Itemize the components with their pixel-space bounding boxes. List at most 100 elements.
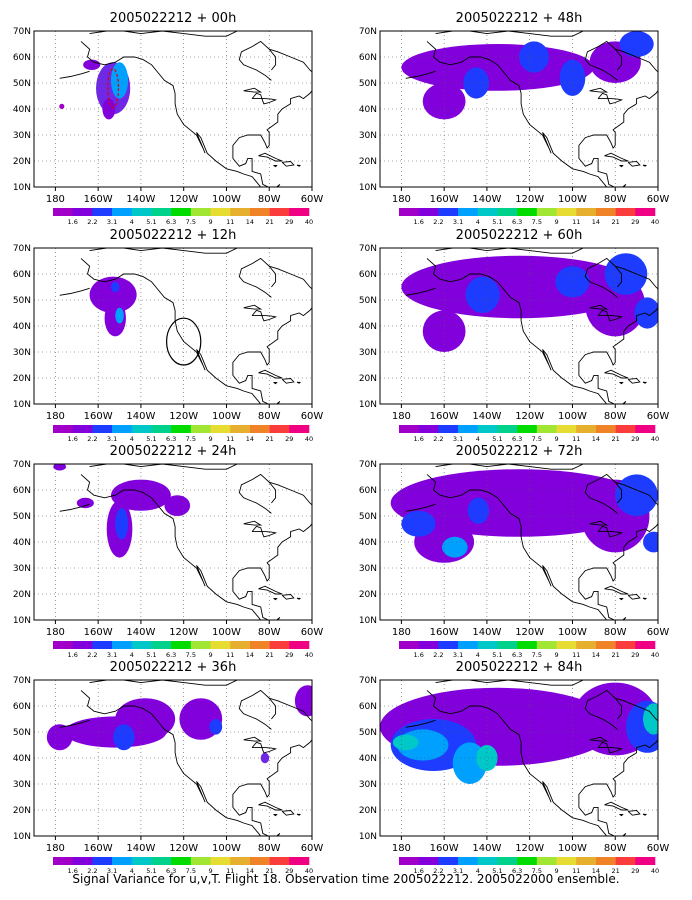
x-tick-label: 120W: [515, 411, 544, 422]
coastline: [238, 473, 277, 514]
x-tick-label: 80W: [604, 843, 627, 854]
colorbar-swatch: [556, 641, 577, 649]
great-lake: [597, 309, 624, 322]
variance-region: [615, 474, 658, 516]
great-lake: [589, 520, 609, 526]
x-tick-label: 60W: [301, 627, 324, 638]
colorbar: 1.6 2.2 3.1 4 5.1 6.3 7.5 9 11 14 21 29 40: [399, 208, 659, 226]
colorbar: 1.6 2.2 3.1 4 5.1 6.3 7.5 9 11 14 21 29 40: [53, 641, 313, 659]
colorbar-label: 5.1: [492, 435, 502, 443]
variance-region: [465, 276, 500, 313]
colorbar-swatch: [249, 857, 270, 865]
coastline: [615, 265, 658, 300]
coastline: [615, 481, 658, 516]
island: [642, 813, 648, 816]
island: [281, 378, 295, 384]
colorbar-swatch: [72, 857, 93, 865]
colorbar-label: 4: [130, 867, 134, 875]
x-tick-label: 140W: [472, 627, 501, 638]
map-frame: [379, 679, 659, 837]
x-tick-label: 120W: [515, 194, 544, 205]
coastline: [89, 248, 238, 254]
colorbar-swatch: [92, 857, 113, 865]
colorbar-swatch: [635, 425, 656, 433]
colorbar-label: 1.6: [414, 867, 424, 875]
x-tick-label: 160W: [84, 843, 113, 854]
y-tick-label: 60N: [359, 270, 377, 280]
colorbar-label: 7.5: [532, 651, 542, 659]
colorbar-swatch: [458, 208, 479, 216]
panel-title: 2005022212 + 00h: [110, 11, 237, 26]
variance-region: [476, 745, 498, 771]
coastline: [405, 719, 436, 728]
colorbar-label: 40: [305, 867, 313, 875]
y-tick-label: 70N: [359, 27, 377, 37]
y-tick-label: 10N: [13, 183, 31, 193]
coastline: [80, 258, 312, 404]
colorbar-label: 14: [592, 651, 600, 659]
colorbar-label: 21: [265, 867, 273, 875]
coastlines: [59, 464, 312, 620]
x-tick-label: 180: [392, 627, 411, 638]
colorbar-swatch: [131, 425, 152, 433]
colorbar-swatch: [72, 425, 93, 433]
colorbar-swatch: [497, 641, 518, 649]
colorbar-label: 40: [305, 435, 313, 443]
colorbar-label: 29: [285, 867, 293, 875]
x-tick-label: 160W: [84, 627, 113, 638]
y-tick-label: 30N: [13, 131, 31, 141]
y-tick-label: 20N: [359, 374, 377, 384]
colorbar-label: 14: [592, 867, 600, 875]
x-tick-label: 120W: [169, 194, 198, 205]
y-tick-label: 40N: [13, 754, 31, 764]
colorbar-swatch: [517, 857, 538, 865]
colorbar-swatch: [190, 208, 211, 216]
y-tick-label: 10N: [13, 616, 31, 626]
colorbar-swatch: [131, 857, 152, 865]
colorbar-label: 40: [651, 435, 659, 443]
island: [281, 161, 295, 167]
island: [604, 369, 629, 379]
coastline: [89, 31, 238, 37]
colorbar-label: 9: [208, 867, 212, 875]
colorbar-swatch: [635, 208, 656, 216]
x-tick-label: 160W: [430, 411, 459, 422]
island: [296, 813, 302, 816]
colorbar-swatch: [190, 641, 211, 649]
great-lake: [597, 525, 624, 538]
x-tick-label: 100W: [558, 194, 587, 205]
variance-region: [164, 495, 191, 516]
colorbar-label: 11: [572, 867, 580, 875]
colorbar: 1.6 2.2 3.1 4 5.1 6.3 7.5 9 11 14 21 29 40: [399, 641, 659, 659]
colorbar-label: 14: [246, 218, 254, 226]
y-tick-label: 20N: [13, 806, 31, 816]
coastline: [89, 464, 238, 470]
map-area: [380, 31, 658, 187]
colorbar-label: 3.1: [107, 218, 117, 226]
colorbar-swatch: [477, 857, 498, 865]
colorbar-label: 21: [611, 651, 619, 659]
colorbar-swatch: [595, 208, 616, 216]
y-tick-label: 30N: [359, 780, 377, 790]
colorbar-label: 21: [265, 218, 273, 226]
variance-region: [110, 62, 129, 99]
y-tick-label: 10N: [359, 183, 377, 193]
x-tick-label: 120W: [515, 627, 544, 638]
y-tick-label: 30N: [359, 348, 377, 358]
colorbar-label: 6.3: [166, 435, 176, 443]
colorbar-swatch: [418, 641, 439, 649]
x-tick-label: 100W: [558, 843, 587, 854]
colorbar-label: 9: [554, 435, 558, 443]
colorbar-swatch: [418, 857, 439, 865]
colorbar-label: 40: [305, 218, 313, 226]
island: [627, 161, 641, 167]
coastline: [80, 41, 312, 187]
island: [281, 810, 295, 816]
colorbar-label: 40: [651, 218, 659, 226]
colorbar-swatch: [289, 208, 310, 216]
island: [258, 369, 283, 379]
colorbar-swatch: [576, 641, 597, 649]
colorbar-label: 2.2: [87, 435, 97, 443]
map-frame: [33, 247, 313, 405]
